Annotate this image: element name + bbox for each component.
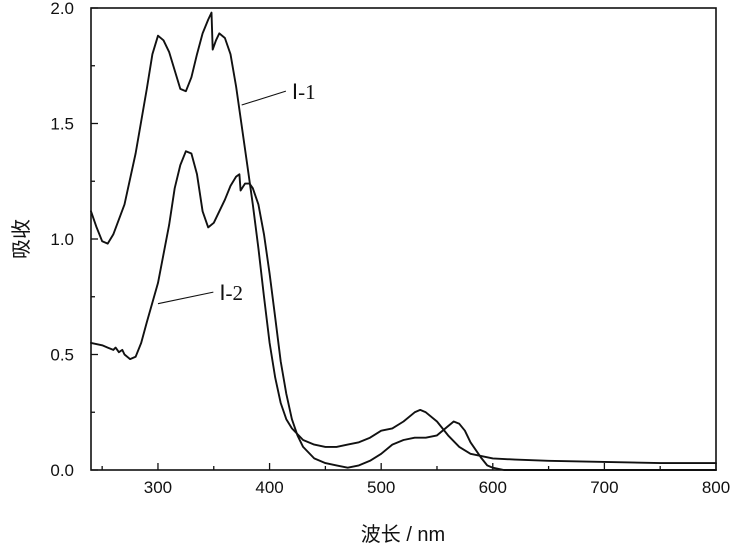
x-tick-label: 800: [702, 478, 730, 497]
annotation-layer: Ⅰ-1 Ⅰ-2: [158, 80, 316, 305]
plot-frame: [91, 8, 716, 470]
x-tick-label: 300: [144, 478, 172, 497]
x-tick-label: 400: [255, 478, 283, 497]
series-layer: [91, 13, 716, 470]
absorption-spectrum-chart: 300400500600700800 0.00.51.01.52.0 Ⅰ-1Ⅰ-…: [0, 0, 739, 550]
y-tick-label: 0.5: [50, 346, 74, 365]
y-tick-label: 1.5: [50, 115, 74, 134]
annotation-label: Ⅰ-2: [219, 281, 243, 305]
series-line-1: [91, 13, 716, 464]
y-tick-label: 2.0: [50, 0, 74, 18]
y-axis-title: 吸收: [10, 219, 33, 259]
y-tick-label: 1.0: [50, 230, 74, 249]
x-tick-label: 600: [479, 478, 507, 497]
x-tick-label: 500: [367, 478, 395, 497]
annotation-label: Ⅰ-1: [292, 80, 316, 104]
annotation-leader-line: [242, 91, 286, 105]
x-tick-label: 700: [590, 478, 618, 497]
x-axis-title: 波长 / nm: [361, 523, 445, 546]
x-axis: 300 400 500 600 700 800: [102, 463, 730, 497]
annotation-leader-line: [158, 292, 213, 304]
chart-canvas: 300400500600700800 0.00.51.01.52.0 Ⅰ-1Ⅰ-…: [0, 0, 739, 550]
y-tick-label: 0.0: [50, 461, 74, 480]
